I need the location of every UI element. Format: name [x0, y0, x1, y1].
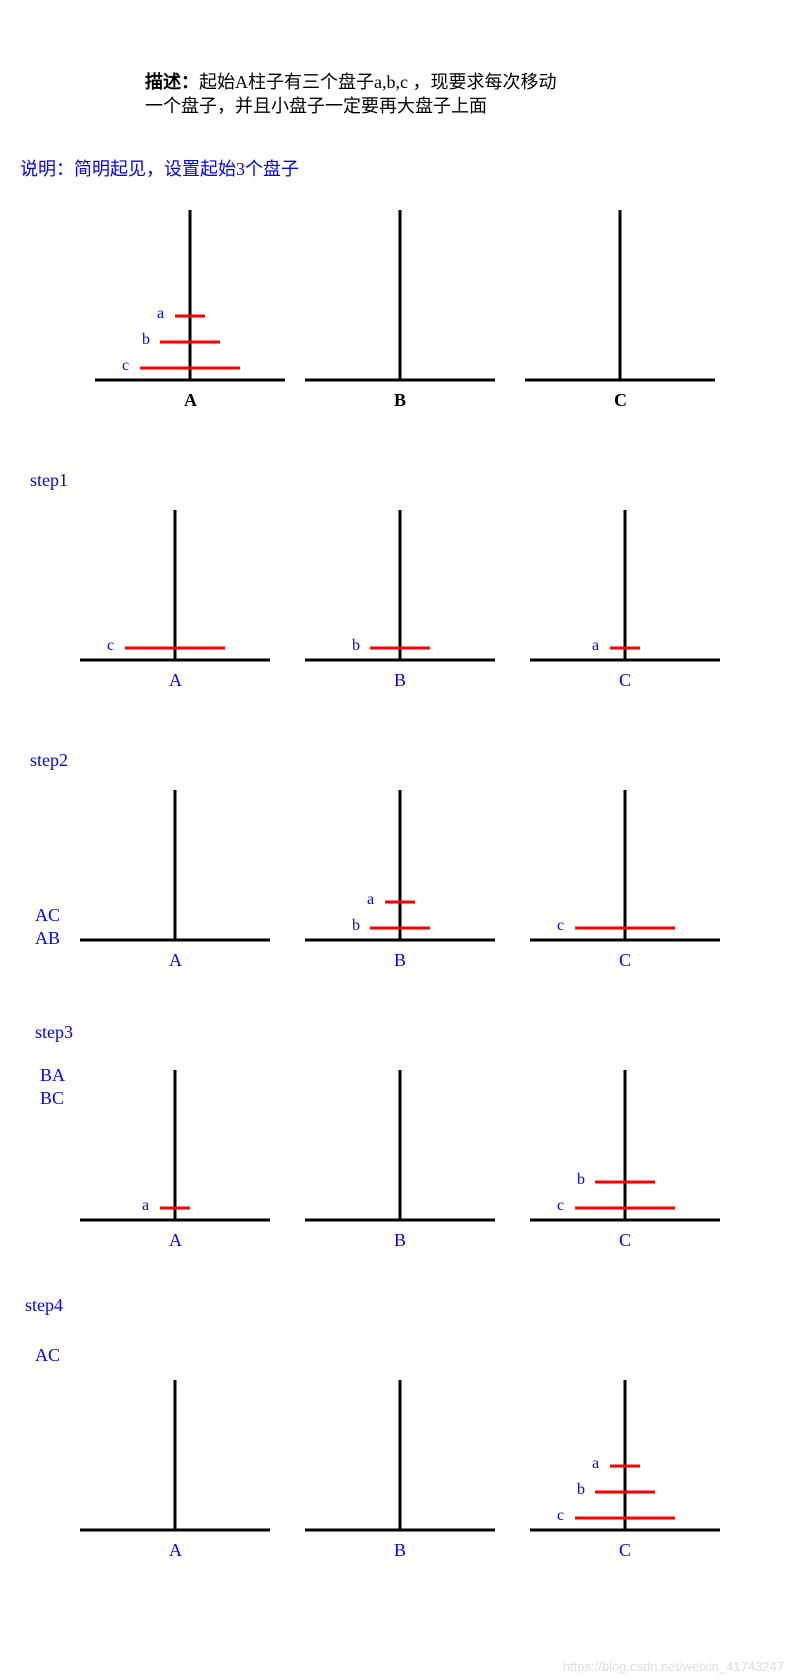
step1-peg-label-A: A — [169, 670, 182, 691]
step4-disk-label-c-on-C: c — [557, 1507, 564, 1525]
initial-disk-label-c-on-A: c — [122, 357, 129, 375]
watermark-text: https://blog.csdn.net/weixin_41743247 — [563, 1659, 784, 1674]
step1-disk-label-a-on-C: a — [592, 637, 599, 655]
initial-peg-label-A: A — [184, 390, 197, 411]
initial-peg-label-B: B — [394, 390, 406, 411]
initial-disk-label-a-on-A: a — [157, 305, 164, 323]
step2-disk-label-c-on-C: c — [557, 917, 564, 935]
step4-disk-label-b-on-C: b — [577, 1481, 585, 1499]
step1-disk-label-b-on-B: b — [352, 637, 360, 655]
step4-peg-label-A: A — [169, 1540, 182, 1561]
step3-peg-label-C: C — [619, 1230, 631, 1251]
step1-peg-label-B: B — [394, 670, 406, 691]
step1-peg-label-C: C — [619, 670, 631, 691]
step2-disk-label-a-on-B: a — [367, 891, 374, 909]
step3-disk-label-c-on-C: c — [557, 1197, 564, 1215]
step1-disk-label-c-on-A: c — [107, 637, 114, 655]
step2-peg-label-A: A — [169, 950, 182, 971]
step3-disk-label-a-on-A: a — [142, 1197, 149, 1215]
step2-peg-label-C: C — [619, 950, 631, 971]
step2-disk-label-b-on-B: b — [352, 917, 360, 935]
diagram-canvas — [0, 0, 792, 1680]
initial-disk-label-b-on-A: b — [142, 331, 150, 349]
step3-peg-label-A: A — [169, 1230, 182, 1251]
step4-peg-label-C: C — [619, 1540, 631, 1561]
initial-peg-label-C: C — [614, 390, 627, 411]
step4-disk-label-a-on-C: a — [592, 1455, 599, 1473]
step4-peg-label-B: B — [394, 1540, 406, 1561]
hanoi-diagram: 描述：起始A柱子有三个盘子a,b,c ，现要求每次移动 一个盘子，并且小盘子一定… — [0, 0, 792, 1680]
step3-disk-label-b-on-C: b — [577, 1171, 585, 1189]
step3-peg-label-B: B — [394, 1230, 406, 1251]
step2-peg-label-B: B — [394, 950, 406, 971]
